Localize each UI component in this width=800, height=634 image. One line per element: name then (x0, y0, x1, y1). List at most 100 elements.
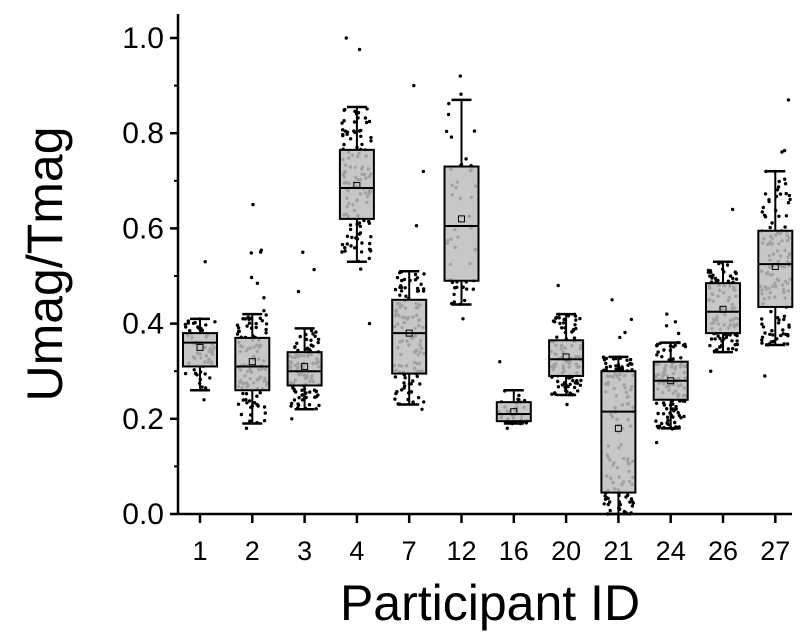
data-point (556, 283, 560, 288)
data-point (191, 321, 196, 325)
data-point (726, 279, 731, 283)
data-point (683, 342, 687, 347)
box-24 (652, 341, 689, 430)
data-point (260, 319, 264, 323)
data-point (654, 419, 658, 423)
data-point (399, 289, 404, 293)
data-point (293, 345, 297, 349)
data-point (360, 142, 364, 147)
y-axis-title: Umag/Tmag (17, 126, 73, 401)
data-point (654, 401, 659, 405)
data-point (671, 415, 675, 419)
data-point (416, 289, 421, 293)
data-point (718, 336, 722, 341)
data-point (359, 250, 364, 254)
iqr-box (495, 401, 532, 423)
data-point (249, 275, 254, 280)
data-point (682, 414, 686, 419)
data-point (403, 286, 407, 290)
data-point (258, 316, 262, 320)
data-point (656, 350, 660, 354)
data-point (779, 333, 783, 338)
mean-marker (196, 343, 204, 351)
axes-layer (176, 14, 792, 516)
data-point (417, 395, 421, 400)
data-point (784, 191, 788, 196)
mean-marker (562, 353, 570, 361)
data-point (264, 313, 268, 317)
data-point (608, 500, 612, 504)
data-point (393, 375, 398, 379)
data-point (730, 339, 734, 343)
data-point (471, 287, 475, 291)
data-point (446, 112, 451, 117)
data-point (775, 188, 780, 192)
data-point (341, 132, 345, 137)
data-point (183, 371, 188, 376)
data-point (783, 182, 788, 186)
x-tick-label: 16 (499, 536, 529, 566)
data-point (359, 267, 363, 271)
data-point (734, 348, 738, 352)
data-point (304, 337, 309, 342)
data-point (631, 501, 635, 505)
data-point (608, 508, 612, 513)
data-point (241, 391, 245, 396)
boxes-layer (182, 98, 794, 516)
data-point (352, 120, 357, 124)
data-point (264, 322, 269, 326)
box-1 (182, 317, 218, 392)
data-point (255, 394, 259, 398)
data-point (200, 385, 204, 389)
data-point (709, 270, 713, 274)
iqr-box (234, 336, 271, 392)
data-point (247, 321, 252, 325)
y-tick-label: 0.0 (122, 498, 164, 531)
data-point (367, 321, 372, 326)
x-tick-label: 20 (551, 536, 581, 566)
data-point (444, 129, 449, 134)
data-point (399, 285, 404, 290)
data-point (188, 329, 192, 333)
data-point (472, 129, 477, 133)
data-point (462, 298, 467, 303)
data-point (308, 390, 312, 394)
iqr-box (443, 165, 480, 282)
data-point (777, 179, 781, 184)
iqr-box (600, 370, 637, 494)
data-point (731, 276, 735, 281)
x-axis-title: Participant ID (340, 575, 640, 631)
mean-marker (667, 377, 675, 385)
data-point (628, 500, 632, 504)
data-point (734, 277, 739, 281)
data-point (760, 210, 764, 214)
data-point (760, 335, 765, 339)
data-point (572, 336, 577, 340)
data-point (665, 407, 669, 411)
data-point (560, 383, 565, 387)
data-point (235, 323, 240, 327)
data-point (396, 402, 400, 406)
data-point (204, 323, 208, 327)
data-point (420, 407, 424, 411)
data-point (208, 376, 212, 380)
data-point (716, 334, 720, 338)
data-point (783, 177, 787, 181)
data-point (713, 337, 717, 341)
x-tick-label: 26 (708, 536, 738, 566)
data-point (241, 317, 245, 321)
data-point (289, 404, 293, 408)
data-point (296, 289, 301, 294)
data-point (307, 403, 312, 407)
data-point (345, 234, 350, 238)
data-point (395, 390, 399, 394)
x-tick-label: 24 (656, 536, 686, 566)
data-point (556, 385, 561, 389)
data-point (708, 343, 712, 348)
data-point (263, 411, 267, 415)
x-tick-label: 12 (446, 536, 476, 566)
data-point (400, 278, 404, 283)
data-point (654, 440, 659, 445)
data-point (409, 390, 413, 394)
box-27 (757, 170, 794, 347)
